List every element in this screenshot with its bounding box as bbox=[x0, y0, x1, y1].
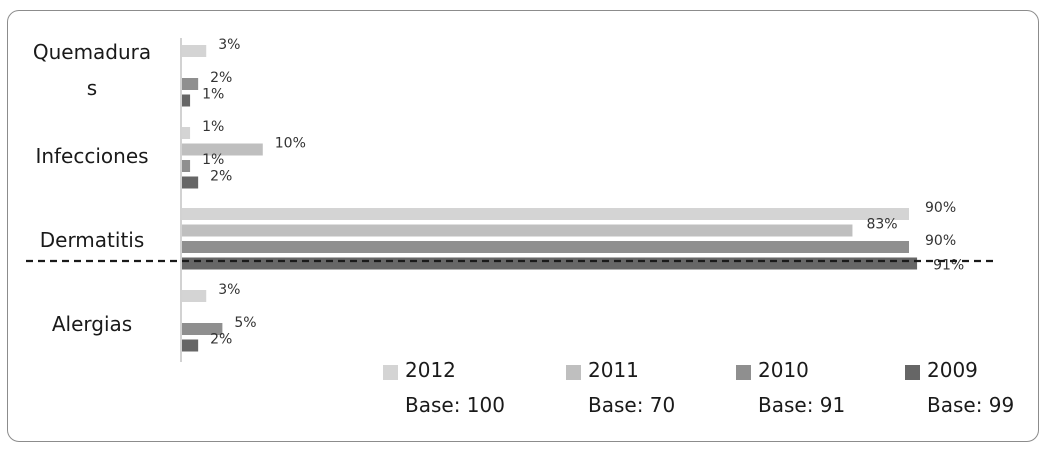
legend-label-2011: 2011 bbox=[588, 358, 639, 382]
category-label-quemaduras-line1: Quemadura bbox=[33, 40, 151, 64]
legend-base-2012: Base: 100 bbox=[405, 393, 505, 417]
legend-swatch-2010 bbox=[736, 365, 751, 380]
value-label-quemaduras-2012: 3% bbox=[218, 37, 240, 53]
category-label-infecciones: Infecciones bbox=[35, 144, 148, 168]
legend-label-2012: 2012 bbox=[405, 358, 456, 382]
legend-label-2010: 2010 bbox=[758, 358, 809, 382]
category-label-quemaduras-line2: s bbox=[87, 76, 97, 100]
bar-alergias-2012 bbox=[182, 290, 207, 302]
bar-dermatitis-2010 bbox=[182, 241, 909, 253]
bar-dermatitis-2012 bbox=[182, 208, 909, 220]
legend-label-2009: 2009 bbox=[927, 358, 978, 382]
legend-base-2009: Base: 99 bbox=[927, 393, 1015, 417]
legend-base-2010: Base: 91 bbox=[758, 393, 846, 417]
bar-quemaduras-2010 bbox=[182, 78, 199, 90]
value-label-dermatitis-2010: 90% bbox=[925, 233, 956, 249]
category-label-dermatitis: Dermatitis bbox=[40, 228, 145, 252]
bar-alergias-2009 bbox=[182, 339, 199, 352]
category-label-alergias: Alergias bbox=[52, 312, 132, 336]
value-label-infecciones-2012: 1% bbox=[202, 119, 224, 135]
value-label-alergias-2012: 3% bbox=[218, 282, 240, 298]
bar-quemaduras-2012 bbox=[182, 45, 207, 57]
value-label-alergias-2010: 5% bbox=[234, 315, 256, 331]
bar-dermatitis-2011 bbox=[182, 224, 853, 237]
legend-swatch-2011 bbox=[566, 365, 581, 380]
value-label-dermatitis-2012: 90% bbox=[925, 200, 956, 216]
bar-infecciones-2012 bbox=[182, 127, 191, 139]
value-label-quemaduras-2010: 2% bbox=[210, 70, 232, 86]
chart-legend: 2012 Base: 100 2011 Base: 70 2010 Base: … bbox=[0, 355, 1047, 435]
bar-alergias-2010 bbox=[182, 323, 223, 335]
bar-quemaduras-2009 bbox=[182, 94, 191, 107]
value-label-infecciones-2010: 1% bbox=[202, 152, 224, 168]
bar-dermatitis-2009 bbox=[182, 257, 918, 270]
bar-infecciones-2009 bbox=[182, 176, 199, 189]
legend-base-2011: Base: 70 bbox=[588, 393, 676, 417]
bar-infecciones-2011 bbox=[182, 143, 263, 156]
value-label-dermatitis-2011: 83% bbox=[866, 217, 897, 233]
bar-infecciones-2010 bbox=[182, 160, 191, 172]
value-label-infecciones-2009: 2% bbox=[210, 169, 232, 185]
legend-swatch-2012 bbox=[383, 365, 398, 380]
value-label-alergias-2009: 2% bbox=[210, 332, 232, 348]
chart-frame bbox=[7, 10, 1039, 442]
value-label-infecciones-2011: 10% bbox=[275, 136, 306, 152]
value-label-dermatitis-2009: 91% bbox=[933, 258, 964, 274]
value-label-quemaduras-2009: 1% bbox=[202, 87, 224, 103]
legend-swatch-2009 bbox=[905, 365, 920, 380]
